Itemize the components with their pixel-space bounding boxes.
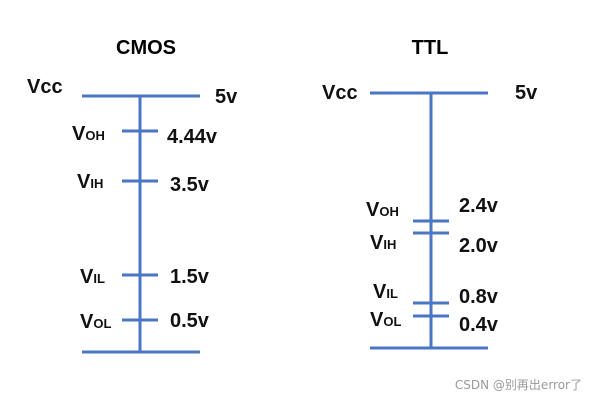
cmos-vol-value: 0.5v [170,310,210,332]
ttl-vol-value: 0.4v [459,314,499,336]
cmos-vol-label: VOL [80,311,111,333]
cmos-vih-label: VIH [77,171,103,193]
ttl-vcc-value: 5v [515,82,538,104]
cmos-vih-value: 3.5v [170,174,210,196]
ttl-vil-value: 0.8v [459,286,499,308]
ttl-voh-value: 2.4v [459,195,499,217]
ttl-voh-label: VOH [366,199,399,221]
ttl-vcc-label: Vcc [322,82,358,104]
cmos-panel: CMOS Vcc 5v VOH 4.44v VIH 3.5v VIL 1.5v … [27,37,238,354]
ttl-vih-label: VIH [370,232,396,254]
cmos-voh-value: 4.44v [167,126,218,148]
cmos-title: CMOS [116,37,176,59]
cmos-vil-label: VIL [80,266,105,288]
cmos-vcc-value: 5v [215,86,238,108]
ttl-vih-value: 2.0v [459,235,499,257]
ttl-panel: TTL Vcc 5v VOH 2.4v VIH 2.0v VIL 0.8v VO… [322,37,538,350]
watermark: CSDN @别再出error了 [455,378,582,392]
ttl-vol-label: VOL [370,309,401,331]
ttl-title: TTL [412,37,449,59]
ttl-vil-label: VIL [373,281,398,303]
cmos-voh-label: VOH [72,123,105,145]
cmos-vil-value: 1.5v [170,266,210,288]
cmos-vcc-label: Vcc [27,76,63,98]
